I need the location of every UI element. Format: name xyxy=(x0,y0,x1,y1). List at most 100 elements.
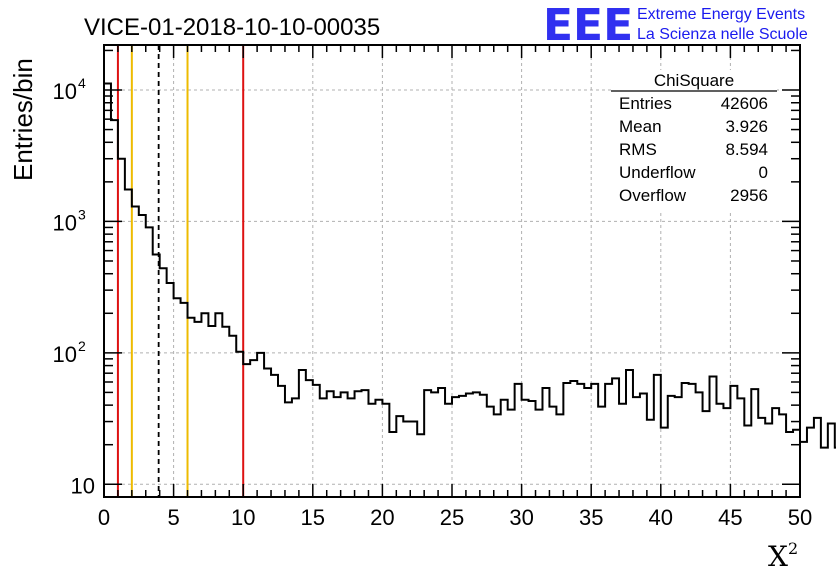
histogram-bin xyxy=(201,313,208,497)
histogram-bin xyxy=(320,398,327,497)
histogram-bin xyxy=(466,394,473,497)
histogram-bin xyxy=(459,396,466,497)
histogram-bin xyxy=(257,353,264,497)
histogram-bin xyxy=(633,397,640,497)
histogram-bin xyxy=(348,398,355,497)
histogram-bin xyxy=(362,390,369,497)
histogram-bin xyxy=(118,159,125,497)
histogram-bin xyxy=(508,410,515,497)
histogram-bin xyxy=(549,407,556,497)
histogram-bin xyxy=(473,392,480,497)
histogram-bin xyxy=(313,385,320,497)
histogram-bin xyxy=(389,432,396,497)
histogram-bin xyxy=(737,398,744,497)
histogram-bin xyxy=(368,404,375,497)
histogram-bin xyxy=(689,384,696,497)
x-tick-label: 20 xyxy=(370,505,394,530)
y-tick-label-exp: 2 xyxy=(78,338,86,354)
logo-line-1: Extreme Energy Events xyxy=(637,6,805,23)
x-tick-label: 10 xyxy=(231,505,255,530)
histogram-bin xyxy=(772,408,779,497)
histogram-bin xyxy=(222,327,229,497)
stats-row-value: 3.926 xyxy=(725,117,768,136)
histogram-bin xyxy=(250,360,257,497)
x-axis-label-text: X2 xyxy=(768,539,798,572)
histogram-bin xyxy=(654,375,661,497)
histogram-bin xyxy=(271,375,278,497)
y-tick-label-exp: 4 xyxy=(78,75,86,91)
x-tick-label: 30 xyxy=(509,505,533,530)
histogram-bin xyxy=(355,391,362,497)
histogram-bin xyxy=(675,397,682,497)
stats-row-value: 2956 xyxy=(730,186,768,205)
histogram-bin xyxy=(181,303,188,497)
stats-row-label: Mean xyxy=(619,117,662,136)
histogram-bin xyxy=(661,428,668,497)
axis-ticks xyxy=(103,45,801,497)
histogram-bin xyxy=(334,397,341,497)
histogram-bin xyxy=(438,388,445,497)
histogram-bin xyxy=(341,392,348,497)
histogram-bin xyxy=(751,389,758,497)
reference-lines xyxy=(116,45,245,497)
y-tick-label: 10 xyxy=(71,473,95,498)
histogram-bin xyxy=(556,414,563,497)
histogram-bin xyxy=(619,404,626,497)
histogram-bin xyxy=(146,227,153,497)
histogram-bin xyxy=(229,336,236,497)
x-tick-label: 50 xyxy=(788,505,812,530)
histogram-bin xyxy=(807,428,814,497)
histogram-bin xyxy=(716,404,723,497)
histogram xyxy=(104,82,836,497)
histogram-bin xyxy=(132,206,139,497)
histogram-bin xyxy=(584,388,591,497)
histogram-bin xyxy=(278,386,285,497)
histogram-bin xyxy=(591,384,598,497)
histogram-bin xyxy=(800,442,807,497)
x-tick-labels: 0 5 10 15 20 25 30 35 40 45 50 xyxy=(98,505,812,530)
histogram-bin xyxy=(605,384,612,497)
histogram-bin xyxy=(153,255,160,497)
histogram-bin xyxy=(668,396,675,497)
histogram-bin xyxy=(522,400,529,497)
histogram-bin xyxy=(793,430,800,497)
x-tick-label: 5 xyxy=(167,505,179,530)
x-axis-label: X2 xyxy=(768,539,798,572)
x-tick-label: 45 xyxy=(718,505,742,530)
histogram-bin xyxy=(292,398,299,497)
histogram-bin xyxy=(515,384,522,497)
stats-row-label: Entries xyxy=(619,94,672,113)
histogram-bin xyxy=(194,322,201,497)
histogram-bin xyxy=(577,384,584,497)
histogram-bin xyxy=(382,404,389,497)
histogram-bin xyxy=(167,283,174,497)
histogram-bin xyxy=(765,423,772,497)
histogram-bin xyxy=(139,215,146,497)
histogram-bin xyxy=(598,407,605,497)
histogram-bin xyxy=(626,370,633,497)
histogram-bin xyxy=(403,422,410,497)
histogram-bin xyxy=(417,434,424,497)
histogram-bin xyxy=(501,400,508,497)
histogram-bin xyxy=(563,383,570,497)
histogram-bin xyxy=(640,394,647,497)
y-tick-label-base: 10 xyxy=(53,342,77,367)
histogram-bin xyxy=(452,397,459,497)
histogram-bin xyxy=(396,416,403,497)
histogram-bin xyxy=(174,298,181,497)
stats-row-label: Overflow xyxy=(619,186,687,205)
histogram-bin xyxy=(786,432,793,497)
histogram-bin xyxy=(710,377,717,497)
histogram-bin xyxy=(111,120,118,497)
histogram-bin xyxy=(160,268,167,497)
histogram-outline xyxy=(104,82,836,449)
histogram-bin xyxy=(744,425,751,497)
x-tick-label: 40 xyxy=(649,505,673,530)
stats-row-value: 42606 xyxy=(721,94,768,113)
histogram-bin xyxy=(703,411,710,497)
histogram-bin xyxy=(410,422,417,497)
histogram-bin xyxy=(125,189,132,497)
stats-row-value: 0 xyxy=(759,163,768,182)
